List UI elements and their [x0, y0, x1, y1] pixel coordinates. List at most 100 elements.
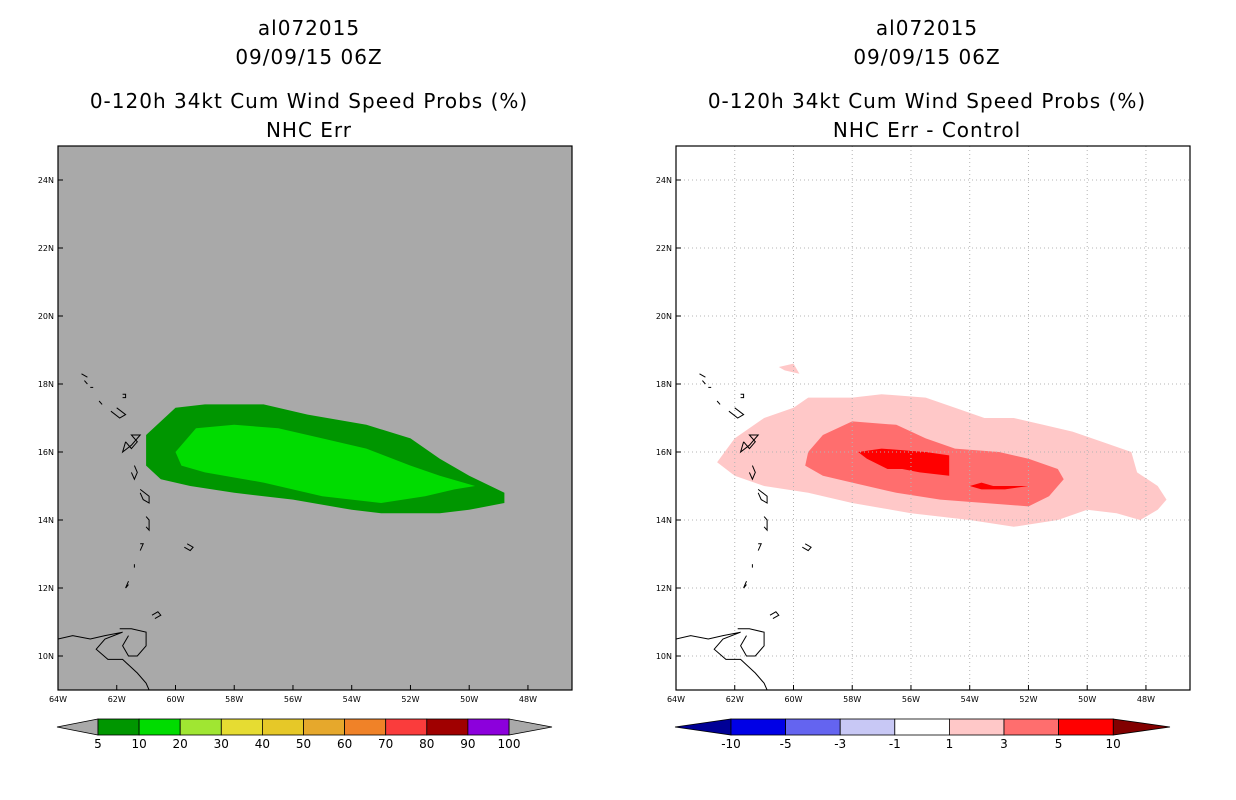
right-colorbar-label-3: -1 [889, 737, 901, 751]
left-colorbar-segment-6 [344, 718, 387, 736]
right-contour-4 [969, 482, 1029, 490]
left-coastline-0 [58, 631, 150, 690]
left-colorbar-label-2: 20 [173, 737, 188, 751]
right-xtick-label-7: 50W [1078, 695, 1096, 704]
left-ytick-label-5: 20N [38, 312, 54, 321]
left-colorbar-segment-0 [97, 718, 140, 736]
left-colorbar-label-5: 50 [296, 737, 311, 751]
left-colorbar-label-8: 80 [419, 737, 434, 751]
left-colorbar-label-0: 5 [94, 737, 102, 751]
right-colorbar-segment-5 [1003, 718, 1059, 736]
left-coastline-6 [184, 543, 194, 552]
right-colorbar-segment-1 [785, 718, 841, 736]
left-ytick-label-0: 10N [38, 652, 54, 661]
right-coastline-10 [739, 434, 760, 454]
left-ytick-label-7: 24N [38, 176, 54, 185]
right-ytick-label-4: 18N [656, 380, 672, 389]
left-coastlines [58, 373, 194, 690]
right-coastline-15 [699, 373, 706, 378]
right-map-chart: 64W 62W 60W 58W 56W 54W 52W 50W 48W 10N 12N 14N 16N 1… [656, 145, 1191, 751]
right-plot-frame [675, 145, 1191, 691]
left-xtick-label-0: 64W [49, 695, 67, 704]
left-xtick-label-3: 58W [225, 695, 243, 704]
right-colorbar-segment-0 [730, 718, 786, 736]
left-colorbar-segment-8 [426, 718, 469, 736]
left-coastline-3 [125, 581, 129, 589]
left-ytick-label-4: 18N [38, 380, 54, 389]
right-coastline-14 [702, 380, 706, 385]
left-xtick-label-1: 62W [108, 695, 126, 704]
left-coastline-8 [139, 489, 150, 504]
right-coastline-16 [716, 400, 721, 405]
right-colorbar-high-arrow [1112, 718, 1171, 736]
right-ytick-label-3: 16N [656, 448, 672, 457]
left-plot-frame [57, 145, 573, 691]
left-xtick-label-7: 50W [460, 695, 478, 704]
right-coastline-1 [737, 628, 765, 657]
right-colorbar-label-7: 10 [1106, 737, 1121, 751]
right-xtick-label-8: 48W [1137, 695, 1155, 704]
right-xtick-label-1: 62W [726, 695, 744, 704]
right-coastline-9 [748, 465, 756, 481]
right-xtick-label-0: 64W [667, 695, 685, 704]
left-chart-subtitle: NHC Err [265, 118, 353, 142]
left-colorbar-high-arrow [508, 718, 553, 736]
left-coastline-9 [130, 465, 138, 481]
right-ytick-label-0: 10N [656, 652, 672, 661]
left-ytick-label-1: 12N [38, 584, 54, 593]
right-ytick-label-6: 22N [656, 244, 672, 253]
right-coastline-7 [763, 516, 768, 532]
left-coastline-10 [121, 434, 142, 454]
left-coastline-12 [122, 393, 127, 399]
left-coastline-2 [151, 611, 162, 620]
right-contour-1 [778, 363, 800, 374]
left-coastline-14 [84, 380, 88, 385]
left-xtick-label-8: 48W [519, 695, 537, 704]
left-coastline-1 [119, 628, 147, 657]
left-coastline-15 [81, 373, 88, 378]
right-colorbar-label-4: 1 [946, 737, 954, 751]
left-colorbar-segment-2 [179, 718, 222, 736]
right-contour-3 [858, 448, 950, 476]
right-colorbar-label-6: 5 [1055, 737, 1063, 751]
right-coastline-8 [757, 489, 768, 504]
right-coastline-2 [769, 611, 780, 620]
left-ytick-label-3: 16N [38, 448, 54, 457]
right-colorbar-label-1: -5 [780, 737, 792, 751]
left-colorbar-low-arrow [56, 718, 99, 736]
right-colorbar-segment-2 [839, 718, 896, 736]
left-coastline-7 [145, 516, 150, 532]
left-contour-1 [175, 424, 476, 503]
right-xtick-label-6: 52W [1019, 695, 1037, 704]
left-colorbar-segment-9 [467, 718, 510, 736]
left-coastline-16 [98, 400, 103, 405]
right-chart-title: 0-120h 34kt Cum Wind Speed Probs (%) [707, 89, 1147, 113]
right-coastline-5 [757, 543, 762, 551]
right-panel: al072015 09/09/15 06Z 0-120h 34kt Cum Wi… [618, 0, 1236, 800]
left-colorbar-segment-1 [138, 718, 181, 736]
right-coastline-12 [740, 393, 745, 399]
right-coastline-6 [802, 543, 812, 552]
left-xtick-label-5: 54W [343, 695, 361, 704]
left-chart-title: 0-120h 34kt Cum Wind Speed Probs (%) [89, 89, 529, 113]
left-xtick-label-2: 60W [166, 695, 184, 704]
right-colorbar-segment-4 [948, 718, 1005, 736]
right-colorbar-segment-3 [894, 718, 950, 736]
right-xtick-label-4: 56W [902, 695, 920, 704]
right-coastlines [676, 373, 812, 690]
right-colorbar-label-2: -3 [834, 737, 846, 751]
left-ytick-label-6: 22N [38, 244, 54, 253]
right-ytick-label-1: 12N [656, 584, 672, 593]
right-colorbar-label-0: -10 [721, 737, 741, 751]
left-colorbar-segment-3 [220, 718, 263, 736]
right-ytick-label-2: 14N [656, 516, 672, 525]
left-datetime: 09/09/15 06Z [235, 45, 383, 69]
right-colorbar-label-5: 3 [1000, 737, 1008, 751]
right-coastline-0 [676, 631, 768, 690]
left-coastline-11 [110, 407, 127, 419]
left-xtick-label-4: 56W [284, 695, 302, 704]
right-colorbar-low-arrow [674, 718, 732, 736]
left-colorbar-label-10: 100 [498, 737, 521, 751]
right-xtick-label-3: 58W [843, 695, 861, 704]
left-colorbar-label-9: 90 [460, 737, 475, 751]
